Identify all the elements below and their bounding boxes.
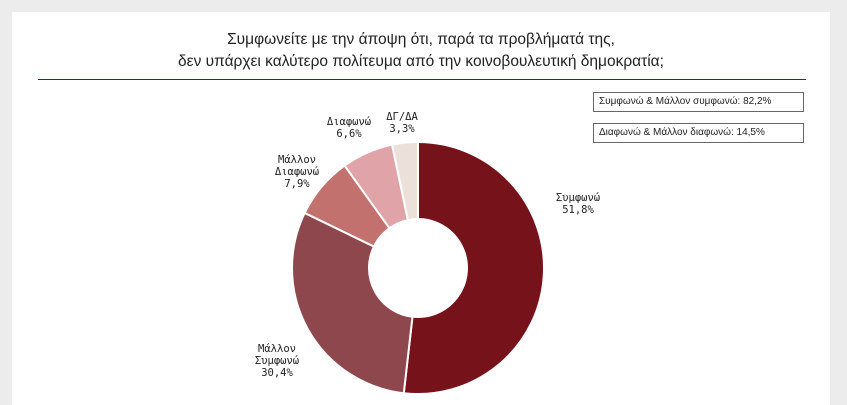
chart-title-line-1: Συμφωνείτε με την άποψη ότι, παρά τα προ… bbox=[227, 31, 615, 48]
slice-label-3: Μάλλον Διαφωνώ 7,9% bbox=[275, 154, 319, 190]
donut-slice-5 bbox=[390, 140, 419, 222]
summary-agree-box: Συμφωνώ & Μάλλον συμφωνώ: 82,2% bbox=[593, 92, 804, 112]
slice-label-5: ΔΓ/ΔΑ 3,3% bbox=[386, 111, 418, 135]
slice-label-1: Συμφωνώ 51,8% bbox=[556, 192, 600, 216]
slice-label-4: Διαφωνώ 6,6% bbox=[327, 116, 371, 140]
title-divider bbox=[38, 79, 806, 80]
chart-title: Συμφωνείτε με την άποψη ότι, παρά τα προ… bbox=[12, 29, 830, 73]
donut-slice-1 bbox=[402, 140, 545, 395]
chart-title-line-2: δεν υπάρχει καλύτερο πολίτευμα από την κ… bbox=[178, 53, 664, 70]
slice-label-2: Μάλλον Συμφωνώ 30,4% bbox=[255, 343, 299, 379]
donut-slice-2 bbox=[291, 211, 414, 395]
summary-disagree-box: Διαφωνώ & Μάλλον διαφωνώ: 14,5% bbox=[593, 123, 804, 143]
